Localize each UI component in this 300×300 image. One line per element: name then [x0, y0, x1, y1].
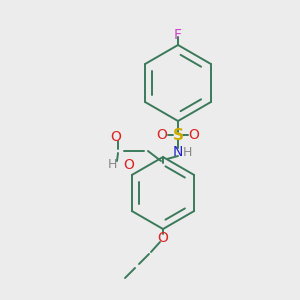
Text: O: O: [111, 130, 122, 144]
Text: O: O: [189, 128, 200, 142]
Text: N: N: [173, 145, 183, 159]
Text: S: S: [172, 128, 184, 142]
Text: H: H: [182, 146, 192, 158]
Text: O: O: [158, 231, 168, 245]
Text: O: O: [123, 158, 134, 172]
Text: F: F: [174, 28, 182, 42]
Text: O: O: [157, 128, 167, 142]
Text: H: H: [108, 158, 117, 172]
